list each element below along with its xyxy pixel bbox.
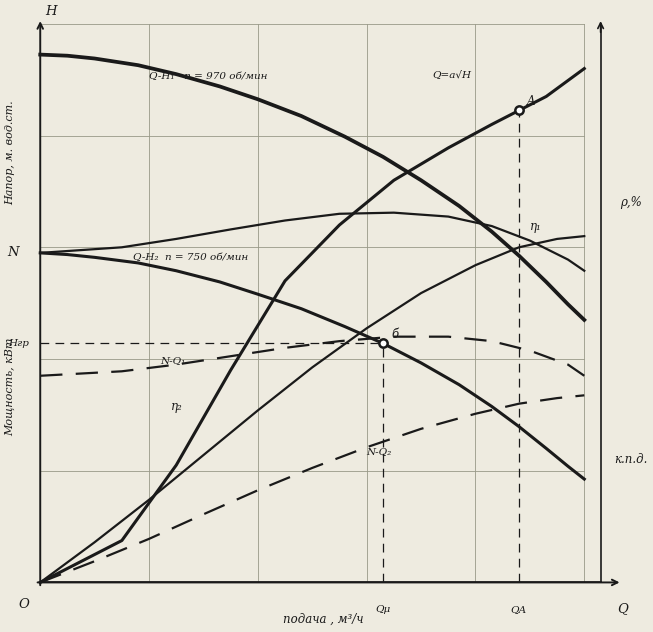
Text: подача , м³/ч: подача , м³/ч	[283, 613, 363, 626]
Text: б: б	[391, 327, 398, 341]
Text: Hгр: Hгр	[8, 339, 29, 348]
Text: QА: QА	[511, 605, 527, 614]
Text: Qμ: Qμ	[375, 605, 390, 614]
Text: Напор, м. вод.ст.: Напор, м. вод.ст.	[5, 100, 15, 205]
Text: ρ,%: ρ,%	[620, 196, 641, 209]
Text: N-Q₂: N-Q₂	[367, 447, 392, 456]
Text: Q=a√H: Q=a√H	[432, 70, 471, 78]
Text: A: A	[527, 95, 535, 107]
Text: η₁: η₁	[530, 219, 541, 233]
Text: Q-H₁   n = 970 об/мин: Q-H₁ n = 970 об/мин	[149, 72, 268, 81]
Text: N: N	[7, 246, 18, 259]
Text: Q: Q	[617, 602, 628, 615]
Text: Мощность, кВт: Мощность, кВт	[5, 337, 16, 436]
Text: Q-H₂  n = 750 об/мин: Q-H₂ n = 750 об/мин	[133, 253, 248, 262]
Text: O: O	[18, 599, 29, 611]
Text: η₂: η₂	[171, 400, 183, 413]
Text: к.п.д.: к.п.д.	[614, 453, 647, 466]
Text: H: H	[46, 5, 57, 18]
Text: N-Q₁: N-Q₁	[160, 356, 185, 365]
